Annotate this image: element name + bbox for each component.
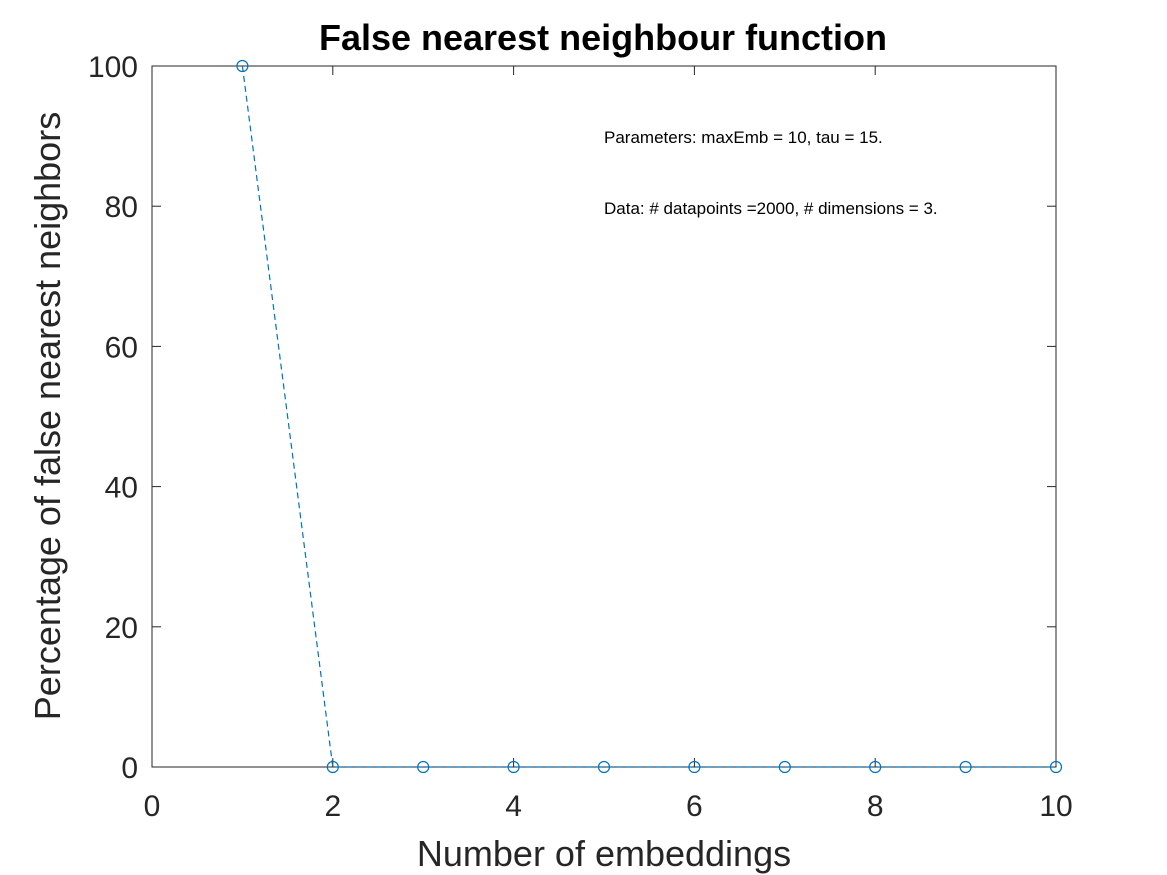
data-point-marker xyxy=(1049,760,1063,774)
y-tick-label: 0 xyxy=(121,752,138,785)
chart-title: False nearest neighbour function xyxy=(319,17,887,58)
data-point-marker xyxy=(326,760,339,774)
y-tick-label: 20 xyxy=(105,612,138,645)
series-line xyxy=(241,65,1056,768)
x-tick-label: 0 xyxy=(144,790,161,823)
series-group xyxy=(236,59,1063,774)
x-tick-label: 6 xyxy=(686,790,703,823)
data-point-marker xyxy=(688,760,701,774)
y-tick-label: 60 xyxy=(105,331,138,364)
x-tick-label: 8 xyxy=(867,790,884,823)
data-point-marker xyxy=(597,760,611,774)
data-point-marker xyxy=(959,760,972,774)
data-point-marker xyxy=(507,760,520,774)
annotation-parameters: Parameters: maxEmb = 10, tau = 15. xyxy=(604,128,883,147)
x-tick-label: 4 xyxy=(505,790,522,823)
y-tick-label: 80 xyxy=(105,191,138,224)
x-tick-label: 2 xyxy=(324,790,341,823)
data-point-marker xyxy=(417,760,430,774)
data-point-marker xyxy=(869,760,882,774)
y-tick-label: 40 xyxy=(105,472,138,505)
data-point-marker xyxy=(236,59,249,73)
data-point-marker xyxy=(778,760,791,774)
y-axis-label: Percentage of false nearest neighbors xyxy=(27,112,68,720)
plot-area-frame xyxy=(151,65,1057,768)
annotation-data: Data: # datapoints =2000, # dimensions =… xyxy=(604,199,938,218)
x-axis-label: Number of embeddings xyxy=(417,833,791,874)
x-tick-label: 10 xyxy=(1039,790,1072,823)
y-tick-label: 100 xyxy=(88,51,138,84)
